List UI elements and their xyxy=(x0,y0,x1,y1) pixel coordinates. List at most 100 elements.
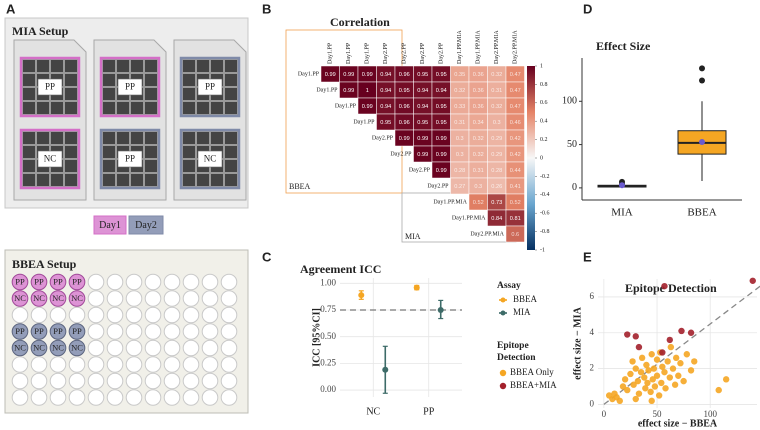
well-label: NC xyxy=(33,293,45,303)
cell-label: 0.95 xyxy=(436,104,447,110)
point xyxy=(632,333,639,340)
well xyxy=(11,306,29,324)
point xyxy=(666,374,673,381)
plate-well xyxy=(183,174,195,186)
well xyxy=(49,306,67,324)
well xyxy=(144,306,162,324)
plate-well xyxy=(145,132,157,144)
well xyxy=(11,372,29,390)
plate-well xyxy=(103,160,115,172)
point xyxy=(619,383,627,390)
legend-key xyxy=(499,382,507,390)
well xyxy=(201,290,219,307)
column-label: Day1.PP xyxy=(328,42,334,64)
well-label: NC xyxy=(71,342,83,352)
point xyxy=(669,365,677,372)
plate-well xyxy=(103,74,115,86)
point xyxy=(621,376,629,383)
well xyxy=(106,323,124,340)
well xyxy=(49,356,67,373)
y-tick-label: 1.00 xyxy=(320,277,336,287)
column-label: Day2.PP.MIA xyxy=(513,30,519,64)
point xyxy=(629,358,636,365)
point xyxy=(661,368,668,376)
plate-well xyxy=(65,160,77,172)
panel-letter: B xyxy=(262,1,271,16)
cell-label: 0.99 xyxy=(362,72,373,78)
plate-well xyxy=(183,60,195,72)
well-filled xyxy=(49,339,67,357)
well xyxy=(125,389,143,406)
plate-well xyxy=(23,146,35,158)
point xyxy=(635,343,643,351)
well xyxy=(201,389,219,406)
plate-well xyxy=(225,160,237,172)
cell-label: 0.29 xyxy=(491,152,502,158)
point xyxy=(648,351,655,358)
row-label: Day2.PP xyxy=(372,135,394,141)
well-label: NC xyxy=(14,293,26,303)
plate-well xyxy=(103,88,115,100)
plate-well xyxy=(117,102,129,114)
point xyxy=(638,354,646,362)
chart-title: Effect Size xyxy=(596,39,651,53)
plate-well xyxy=(65,132,77,144)
day-key xyxy=(128,215,164,235)
well xyxy=(125,273,143,291)
point xyxy=(677,360,684,367)
well-label: NC xyxy=(52,293,64,303)
x-tick-label: 50 xyxy=(653,409,663,419)
cell-label: 0.47 xyxy=(510,72,521,78)
well xyxy=(201,356,219,373)
well xyxy=(68,306,86,324)
x-tick-label: MIA xyxy=(611,207,632,219)
well xyxy=(87,389,105,406)
well xyxy=(163,356,181,373)
cell-label: 0.31 xyxy=(454,120,465,126)
point xyxy=(641,374,648,381)
y-tick-label: 0.00 xyxy=(320,384,336,394)
plate-label-box xyxy=(197,150,223,168)
well xyxy=(182,273,200,291)
colorbar-tick-label: 0 xyxy=(540,155,543,161)
plate-well xyxy=(65,146,77,158)
well-label: PP xyxy=(34,326,44,336)
colorbar-tick-label: 1 xyxy=(540,63,543,69)
y-tick-label: 4 xyxy=(590,327,595,337)
plate-well xyxy=(51,60,63,72)
y-axis-label: effect size − MIA xyxy=(572,306,583,379)
well-filled xyxy=(30,273,48,291)
point xyxy=(749,277,756,284)
outlier xyxy=(699,77,705,84)
heatmap-cell xyxy=(505,225,525,243)
y-tick-label: 0 xyxy=(590,398,595,408)
point xyxy=(643,361,650,369)
well-label: PP xyxy=(72,276,82,286)
plate-well xyxy=(23,132,35,144)
cell-label: 1 xyxy=(366,88,369,94)
cell-label: 0.96 xyxy=(399,120,410,126)
well xyxy=(30,306,48,324)
well xyxy=(201,339,219,357)
outlier xyxy=(699,65,705,72)
cell-label: 0.29 xyxy=(491,136,502,142)
column-label: Day1.PP.MIA xyxy=(457,30,463,64)
well-filled xyxy=(49,273,67,291)
row-label: Day1.PP xyxy=(298,71,320,77)
plate-well xyxy=(117,174,129,186)
well xyxy=(201,273,219,291)
point xyxy=(664,358,671,365)
plate-well xyxy=(37,102,49,114)
point xyxy=(642,385,649,392)
column-label: Day2.PP xyxy=(439,42,445,64)
well xyxy=(220,356,238,373)
well-filled xyxy=(30,323,48,340)
row-label: Day1.PP xyxy=(353,119,375,125)
point xyxy=(671,381,679,388)
well xyxy=(125,323,143,340)
x-tick-label: 100 xyxy=(703,409,717,419)
plate-well xyxy=(103,102,115,114)
plate-well xyxy=(211,60,223,72)
well xyxy=(49,389,67,406)
